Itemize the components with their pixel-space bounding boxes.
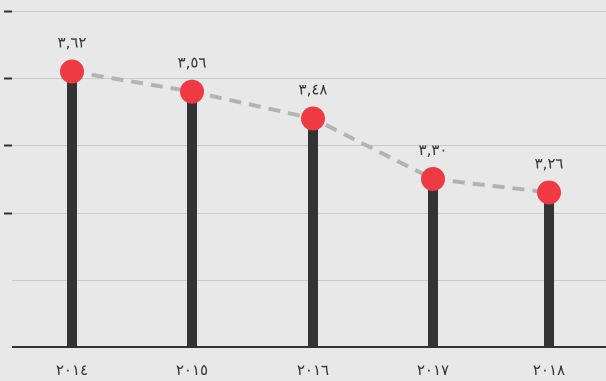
data-label: ٣,٢٦	[535, 154, 564, 172]
data-label: ٣,٦٢	[58, 33, 87, 51]
stems	[67, 71, 554, 348]
x-tick-labels: ٢٠١٤ ٢٠١٥ ٢٠١٦ ٢٠١٧ ٢٠١٨	[56, 361, 565, 379]
data-label: ٣,٣٠	[419, 141, 448, 159]
value-labels: ٣,٦٢ ٣,٥٦ ٣,٤٨ ٣,٣٠ ٣,٢٦	[58, 33, 564, 172]
data-label: ٣,٥٦	[178, 54, 207, 72]
markers	[60, 59, 561, 205]
data-point	[537, 180, 561, 205]
x-tick-label: ٢٠١٤	[56, 361, 88, 379]
y-axis-ticks	[4, 10, 12, 215]
stem	[428, 179, 438, 347]
data-point	[60, 59, 84, 84]
stem	[544, 192, 554, 347]
x-tick-label: ٢٠١٧	[417, 361, 449, 379]
x-tick-label: ٢٠١٥	[176, 361, 208, 379]
data-label: ٣,٤٨	[299, 81, 328, 99]
stem	[308, 118, 318, 348]
data-point	[180, 79, 204, 104]
x-tick-label: ٢٠١٨	[533, 361, 565, 379]
data-point	[301, 106, 325, 131]
data-point	[421, 167, 445, 191]
stem	[187, 91, 197, 347]
x-tick-label: ٢٠١٦	[297, 361, 329, 379]
stem	[67, 71, 77, 347]
